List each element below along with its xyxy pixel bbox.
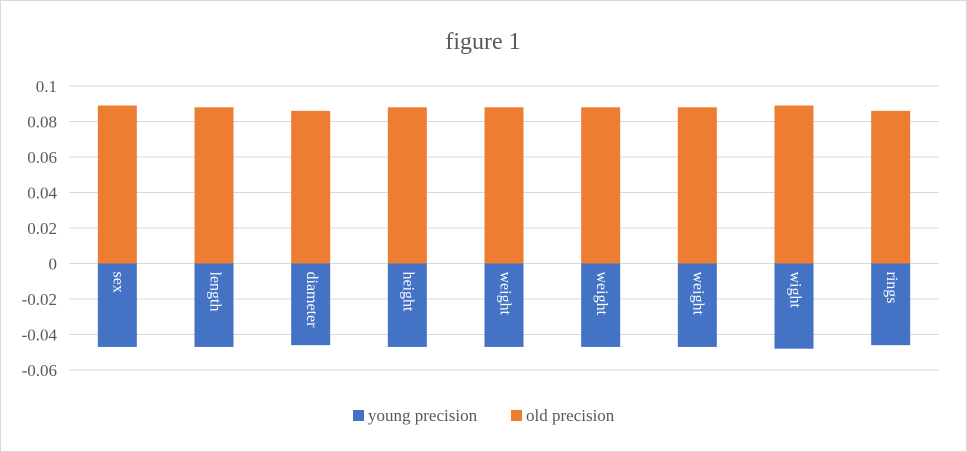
bar-young-precision (97, 263, 137, 347)
y-tick-label: -0.02 (22, 290, 57, 309)
category-label: diameter (303, 272, 320, 329)
bar-young-precision (387, 263, 427, 347)
legend: young precision old precision (353, 406, 615, 425)
category-label: length (206, 272, 223, 312)
y-tick-label: -0.06 (22, 361, 57, 380)
category-label: weight (690, 272, 707, 316)
bar-old-precision (581, 107, 621, 264)
y-tick-label: 0.1 (36, 77, 57, 96)
bar-old-precision (387, 107, 427, 264)
bar-young-precision (871, 263, 911, 346)
category-label: sex (110, 272, 127, 293)
bar-old-precision (97, 105, 137, 264)
category-label: rings (883, 272, 900, 304)
bar-old-precision (291, 110, 331, 264)
bar-young-precision (677, 263, 717, 347)
y-axis-ticks: 0.1 0.08 0.06 0.04 0.02 0 -0.02 -0.04 -0.06 (22, 77, 58, 380)
category-label: weight (593, 272, 610, 316)
bar-old-precision (677, 107, 717, 264)
bars (97, 105, 911, 349)
legend-swatch (353, 410, 364, 421)
y-tick-label: 0.02 (27, 219, 57, 238)
bar-old-precision (871, 110, 911, 264)
category-label: wight (786, 272, 803, 309)
bar-young-precision (774, 263, 814, 349)
category-label: weight (496, 272, 513, 316)
y-tick-label: 0.06 (27, 148, 57, 167)
legend-label: old precision (526, 406, 615, 425)
bar-old-precision (774, 105, 814, 264)
legend-swatch (511, 410, 522, 421)
y-tick-label: 0.08 (27, 113, 57, 132)
y-tick-label: 0 (49, 255, 58, 274)
bar-old-precision (484, 107, 524, 264)
category-label: height (400, 272, 417, 313)
bar-young-precision (291, 263, 331, 346)
y-tick-label: 0.04 (27, 184, 57, 203)
y-tick-label: -0.04 (22, 326, 58, 345)
category-labels: sex length diameter height weight weight weigh… (110, 272, 900, 329)
bar-young-precision (581, 263, 621, 347)
bar-old-precision (194, 107, 234, 264)
bar-young-precision (194, 263, 234, 347)
bar-young-precision (484, 263, 524, 347)
legend-label: young precision (368, 406, 478, 425)
chart-title: figure 1 (445, 29, 520, 55)
